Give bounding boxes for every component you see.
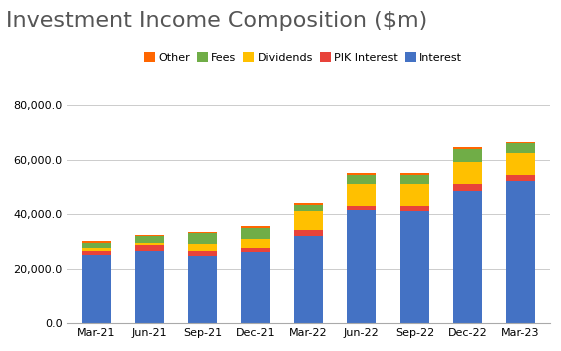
Bar: [400, 175, 429, 184]
Bar: [294, 203, 323, 205]
Bar: [135, 236, 164, 243]
Bar: [241, 239, 270, 248]
Bar: [82, 248, 111, 251]
Bar: [506, 153, 535, 175]
Bar: [506, 142, 535, 143]
Bar: [241, 248, 270, 252]
Bar: [82, 243, 111, 248]
Bar: [294, 211, 323, 230]
Bar: [135, 243, 164, 245]
Bar: [453, 147, 482, 149]
Bar: [400, 184, 429, 206]
Bar: [188, 232, 217, 233]
Text: Investment Income Composition ($m): Investment Income Composition ($m): [6, 11, 427, 31]
Legend: Other, Fees, Dividends, PIK Interest, Interest: Other, Fees, Dividends, PIK Interest, In…: [140, 48, 466, 67]
Bar: [453, 191, 482, 323]
Bar: [506, 143, 535, 153]
Bar: [400, 206, 429, 211]
Bar: [506, 181, 535, 323]
Bar: [188, 233, 217, 244]
Bar: [347, 210, 376, 323]
Bar: [82, 251, 111, 255]
Bar: [347, 173, 376, 175]
Bar: [347, 206, 376, 210]
Bar: [188, 251, 217, 256]
Bar: [135, 251, 164, 323]
Bar: [188, 244, 217, 251]
Bar: [135, 234, 164, 236]
Bar: [241, 252, 270, 323]
Bar: [400, 173, 429, 175]
Bar: [506, 175, 535, 181]
Bar: [294, 236, 323, 323]
Bar: [347, 175, 376, 184]
Bar: [400, 211, 429, 323]
Bar: [82, 255, 111, 323]
Bar: [453, 184, 482, 191]
Bar: [294, 205, 323, 211]
Bar: [241, 228, 270, 239]
Bar: [453, 163, 482, 184]
Bar: [294, 230, 323, 236]
Bar: [82, 241, 111, 243]
Bar: [188, 256, 217, 323]
Bar: [453, 149, 482, 163]
Bar: [241, 226, 270, 228]
Bar: [135, 245, 164, 251]
Bar: [347, 184, 376, 206]
